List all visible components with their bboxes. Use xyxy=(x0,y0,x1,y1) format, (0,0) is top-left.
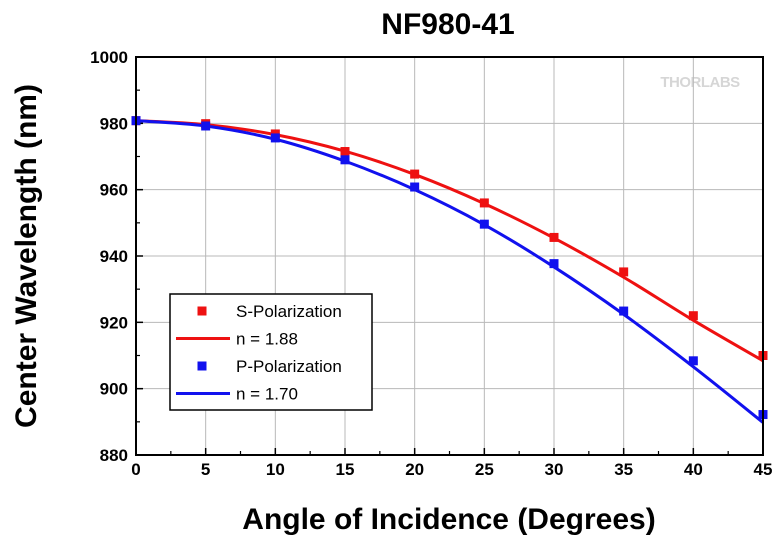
y-axis-title: Center Wavelength (nm) xyxy=(10,84,43,428)
x-tick-label: 25 xyxy=(475,460,494,479)
legend-label: S-Polarization xyxy=(236,302,342,321)
series-marker-1-point xyxy=(619,306,629,316)
series-marker-0-point xyxy=(410,169,420,179)
series-line-0 xyxy=(135,119,764,363)
y-tick-label: 900 xyxy=(100,380,128,399)
series-marker-1-point xyxy=(201,121,211,131)
x-tick-label: 40 xyxy=(684,460,703,479)
x-tick-label: 35 xyxy=(614,460,633,479)
thorlabs-watermark: THORLABS xyxy=(660,74,740,91)
x-tick-label: 10 xyxy=(266,460,285,479)
series-marker-1-point xyxy=(549,259,559,269)
legend-marker-symbol xyxy=(197,306,207,316)
y-tick-label: 980 xyxy=(100,114,128,133)
series-marker-0-point xyxy=(688,311,698,321)
legend: S-Polarization n = 1.88 P-Polarization n = … xyxy=(169,293,373,411)
series-marker-0-point xyxy=(340,147,350,157)
legend-label: n = 1.88 xyxy=(236,330,298,349)
chart-title: NF980-41 xyxy=(381,8,514,41)
x-tick-label: 30 xyxy=(545,460,564,479)
y-tick-label: 940 xyxy=(100,247,128,266)
series-marker-1-point xyxy=(410,182,420,192)
y-tick-label: 880 xyxy=(100,446,128,465)
series-marker-0-point xyxy=(479,198,489,208)
x-tick-label: 45 xyxy=(754,460,773,479)
legend-label: P-Polarization xyxy=(236,357,342,376)
series-marker-1-point xyxy=(688,356,698,366)
x-tick-label: 20 xyxy=(405,460,424,479)
x-tick-label: 5 xyxy=(201,460,210,479)
legend-label: n = 1.70 xyxy=(236,385,298,404)
tick-labels: 0 5 10 15 20 25 30 35 40 45 880 900 920 940 960 980 1000 xyxy=(90,48,772,479)
x-tick-label: 0 xyxy=(131,460,140,479)
legend-marker-symbol xyxy=(197,361,207,371)
series-marker-0-point xyxy=(619,267,629,277)
series-marker-0-point xyxy=(549,232,559,242)
y-tick-label: 920 xyxy=(100,313,128,332)
grid xyxy=(136,57,763,455)
series-marker-1-point xyxy=(270,133,280,143)
series-line-1 xyxy=(135,119,764,424)
series-marker-1-point xyxy=(479,219,489,229)
y-tick-label: 960 xyxy=(100,181,128,200)
x-axis-title: Angle of Incidence (Degrees) xyxy=(242,503,655,536)
plot-frame xyxy=(135,56,764,456)
series-marker-1-point xyxy=(340,155,350,165)
y-tick-label: 1000 xyxy=(90,48,128,67)
x-tick-label: 15 xyxy=(336,460,355,479)
